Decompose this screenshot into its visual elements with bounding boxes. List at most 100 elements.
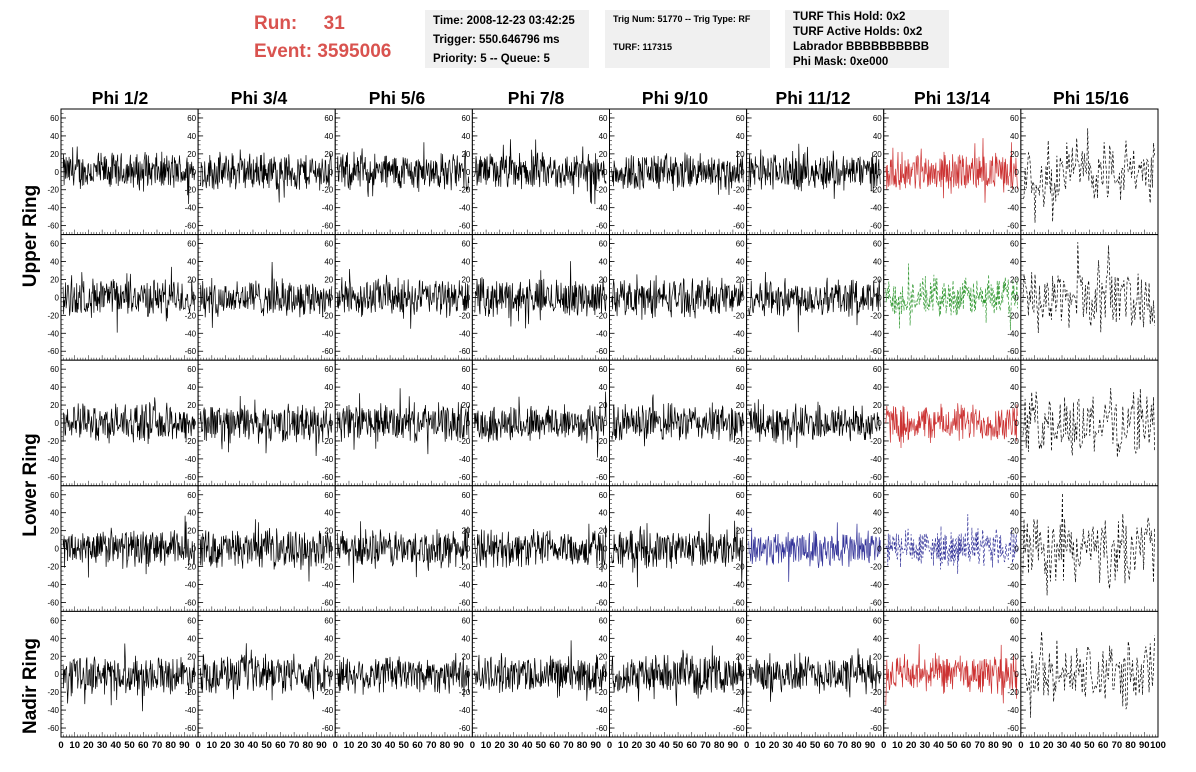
y-tick-label: 0 xyxy=(55,168,60,177)
y-tick-label: -40 xyxy=(459,455,471,464)
y-tick-label: 40 xyxy=(50,132,59,141)
y-tick-label: 20 xyxy=(599,527,608,536)
y-tick-label: 20 xyxy=(599,150,608,159)
y-tick-label: 0 xyxy=(740,293,745,302)
y-tick-label: -60 xyxy=(733,473,745,482)
y-tick-label: 40 xyxy=(50,509,59,518)
x-tick-label: 30 xyxy=(1057,740,1068,751)
y-tick-label: 60 xyxy=(324,114,333,123)
y-tick-label: -20 xyxy=(459,688,471,697)
y-tick-label: -40 xyxy=(322,455,334,464)
y-tick-label: -40 xyxy=(185,329,197,338)
y-tick-label: -60 xyxy=(1007,347,1019,356)
waveform-3-4 xyxy=(611,513,744,588)
y-tick-label: -40 xyxy=(185,706,197,715)
y-tick-label: 20 xyxy=(873,275,882,284)
y-tick-label: 60 xyxy=(599,365,608,374)
y-tick-label: 0 xyxy=(55,670,60,679)
turf-hold-line: TURF This Hold: 0x2 xyxy=(793,11,906,23)
y-tick-label: -40 xyxy=(870,204,882,213)
y-tick-label: -60 xyxy=(322,598,334,607)
time-line: Time: 2008-12-23 03:42:25 xyxy=(433,15,575,27)
waveform-1-3 xyxy=(474,261,607,329)
col-header-phi-3-4: Phi 3/4 xyxy=(230,88,288,108)
x-tick-label: 80 xyxy=(851,740,862,751)
x-tick-label: 20 xyxy=(220,740,231,751)
y-tick-label: 20 xyxy=(187,401,196,410)
y-tick-label: -20 xyxy=(1007,437,1019,446)
y-tick-label: 20 xyxy=(187,275,196,284)
y-tick-label: 20 xyxy=(736,275,745,284)
y-tick-label: 40 xyxy=(324,634,333,643)
waveform-0-5 xyxy=(748,143,881,199)
y-tick-label: 40 xyxy=(599,258,608,267)
waveform-4-1 xyxy=(199,643,333,701)
x-tick-label: 90 xyxy=(865,740,876,751)
y-tick-label: 60 xyxy=(461,616,470,625)
y-tick-label: -40 xyxy=(870,455,882,464)
y-tick-label: -20 xyxy=(1007,563,1019,572)
waveform-3-0 xyxy=(62,515,196,578)
y-tick-label: 0 xyxy=(466,670,471,679)
x-tick-label: 0 xyxy=(333,740,338,751)
turf-active-line: TURF Active Holds: 0x2 xyxy=(793,26,923,38)
y-tick-label: -20 xyxy=(1007,688,1019,697)
y-tick-label: -60 xyxy=(870,724,882,733)
x-tick-label: 20 xyxy=(632,740,643,751)
y-tick-label: 0 xyxy=(1014,670,1019,679)
y-tick-label: -40 xyxy=(47,706,59,715)
x-tick-label: 70 xyxy=(837,740,848,751)
y-tick-label: -20 xyxy=(47,437,59,446)
x-tick-label: 20 xyxy=(357,740,368,751)
y-tick-label: 0 xyxy=(740,168,745,177)
waveform-4-7 xyxy=(1022,631,1155,718)
y-tick-label: 20 xyxy=(873,150,882,159)
y-tick-label: 60 xyxy=(324,240,333,249)
y-tick-label: 40 xyxy=(599,383,608,392)
y-tick-label: 20 xyxy=(599,275,608,284)
y-tick-label: -20 xyxy=(185,563,197,572)
x-tick-label: 80 xyxy=(577,740,588,751)
y-tick-label: 0 xyxy=(877,168,882,177)
y-tick-label: -40 xyxy=(596,329,608,338)
y-tick-label: 20 xyxy=(50,275,59,284)
y-tick-label: 60 xyxy=(599,240,608,249)
y-tick-label: -40 xyxy=(47,455,59,464)
y-tick-label: -20 xyxy=(185,688,197,697)
waveform-1-5 xyxy=(748,271,881,333)
y-tick-label: 60 xyxy=(187,240,196,249)
y-tick-label: 60 xyxy=(1010,365,1019,374)
turf-line: TURF: 117315 xyxy=(613,42,673,52)
x-tick-label: 0 xyxy=(881,740,886,751)
y-tick-label: -60 xyxy=(733,347,745,356)
y-tick-label: 60 xyxy=(736,491,745,500)
y-tick-label: 0 xyxy=(1014,545,1019,554)
y-tick-label: -60 xyxy=(596,473,608,482)
y-tick-label: 60 xyxy=(324,491,333,500)
y-tick-label: 20 xyxy=(873,652,882,661)
y-tick-label: 20 xyxy=(187,150,196,159)
y-tick-label: -40 xyxy=(185,580,197,589)
y-tick-label: -40 xyxy=(596,455,608,464)
x-tick-label: 0 xyxy=(195,740,200,751)
y-tick-label: 20 xyxy=(324,401,333,410)
waveform-2-3 xyxy=(474,391,607,458)
y-tick-label: -20 xyxy=(596,563,608,572)
y-tick-label: 60 xyxy=(461,240,470,249)
x-tick-label: 10 xyxy=(344,740,355,751)
y-tick-label: -40 xyxy=(870,329,882,338)
x-tick-label: 0 xyxy=(1018,740,1023,751)
y-tick-label: 20 xyxy=(461,527,470,536)
waveform-1-2 xyxy=(336,268,470,329)
y-tick-label: 0 xyxy=(603,545,608,554)
y-tick-label: 40 xyxy=(873,258,882,267)
y-tick-label: 60 xyxy=(324,616,333,625)
y-tick-label: 0 xyxy=(329,670,334,679)
y-tick-label: 40 xyxy=(187,509,196,518)
phi-mask-line: Phi Mask: 0xe000 xyxy=(793,56,889,68)
y-tick-label: 40 xyxy=(50,634,59,643)
y-tick-label: -60 xyxy=(185,724,197,733)
trig-line: Trig Num: 51770 -- Trig Type: RF xyxy=(613,14,751,24)
y-tick-label: -20 xyxy=(596,688,608,697)
y-tick-label: -20 xyxy=(185,437,197,446)
